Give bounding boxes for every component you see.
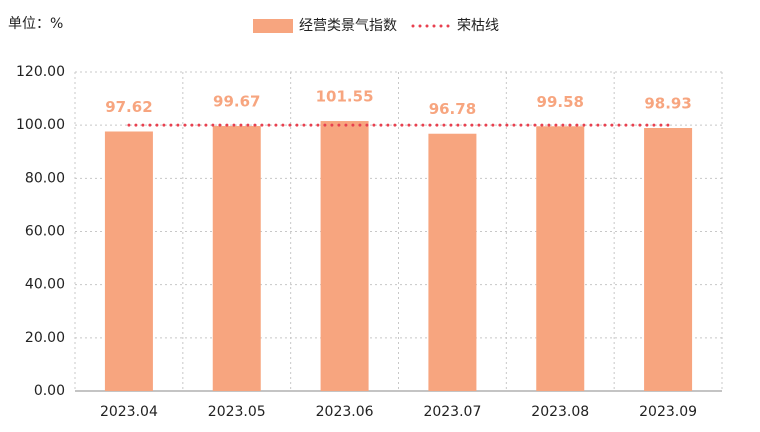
x-tick-label: 2023.08 bbox=[531, 404, 589, 420]
x-tick-label: 2023.05 bbox=[208, 404, 266, 420]
legend-label: 荣枯线 bbox=[457, 18, 499, 34]
x-tick-label: 2023.07 bbox=[423, 404, 481, 420]
y-tick-label: 120.00 bbox=[16, 64, 65, 80]
value-label: 99.58 bbox=[537, 93, 584, 111]
bar bbox=[212, 126, 261, 391]
y-tick-label: 0.00 bbox=[34, 383, 65, 399]
bar bbox=[536, 126, 585, 391]
value-label: 96.78 bbox=[429, 100, 476, 118]
unit-label: 单位：% bbox=[8, 16, 63, 32]
legend-swatch bbox=[253, 19, 293, 33]
y-tick-label: 40.00 bbox=[25, 277, 65, 293]
x-tick-label: 2023.09 bbox=[639, 404, 697, 420]
value-label: 97.62 bbox=[105, 98, 152, 116]
legend-label: 经营类景气指数 bbox=[299, 18, 397, 34]
value-label: 98.93 bbox=[644, 95, 691, 113]
bar bbox=[320, 121, 369, 391]
y-tick-label: 20.00 bbox=[25, 330, 65, 346]
x-tick-label: 2023.04 bbox=[100, 404, 158, 420]
value-label: 99.67 bbox=[213, 93, 260, 111]
bar bbox=[644, 128, 693, 391]
x-tick-label: 2023.06 bbox=[316, 404, 374, 420]
bar bbox=[428, 133, 477, 391]
y-tick-label: 100.00 bbox=[16, 117, 65, 133]
bar bbox=[104, 131, 153, 391]
value-label: 101.55 bbox=[316, 88, 374, 106]
y-tick-label: 60.00 bbox=[25, 224, 65, 240]
y-tick-label: 80.00 bbox=[25, 170, 65, 186]
